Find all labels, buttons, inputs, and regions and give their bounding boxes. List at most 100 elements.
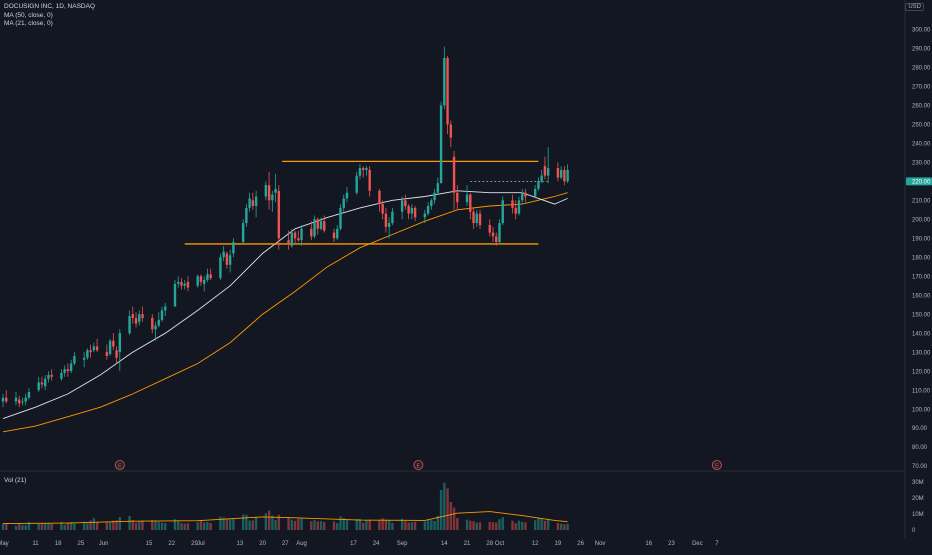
level-lines <box>184 160 549 245</box>
volume-bar <box>559 523 563 530</box>
price-axis[interactable]: 70.00 80.00 90.00 100.00 110.00 120.00 130.00 1… <box>906 28 932 471</box>
candle-body <box>319 221 323 229</box>
candle-body <box>501 200 504 224</box>
candle-body <box>358 168 362 176</box>
candle-body <box>18 399 21 404</box>
volume-bar <box>154 520 157 530</box>
candle-body <box>82 357 86 360</box>
volume-bar <box>118 517 122 530</box>
candle-body <box>241 223 245 243</box>
volume-bar <box>511 520 514 530</box>
volume-bar <box>141 520 144 530</box>
candle-body <box>177 281 180 284</box>
candle-body <box>495 236 498 243</box>
candle-body <box>271 194 274 201</box>
time-tick-label: 28 <box>486 541 493 547</box>
volume-bar <box>387 520 391 530</box>
volume-bar <box>540 518 543 530</box>
candle-body <box>456 192 459 203</box>
candle-body <box>267 185 271 201</box>
time-tick-label: 25 <box>78 541 85 547</box>
price-tick-label: 260.00 <box>912 104 931 110</box>
volume-bar <box>300 518 303 530</box>
currency-badge[interactable]: USD <box>905 3 924 11</box>
time-tick-label: 22 <box>168 541 175 547</box>
candle-body <box>452 156 456 193</box>
time-tick-label: Oct <box>495 541 505 547</box>
earnings-label: E <box>715 463 719 469</box>
candle-body <box>1 397 5 402</box>
candle-body <box>410 207 414 214</box>
time-tick-label: Aug <box>296 541 307 547</box>
volume-bar <box>342 518 345 530</box>
volume-bar <box>407 522 410 530</box>
volume-bar <box>66 522 70 530</box>
candle-body <box>196 276 199 286</box>
time-tick-label: Jun <box>99 541 109 547</box>
volume-bar <box>47 523 50 530</box>
volume-bar <box>219 516 222 530</box>
volume-bar <box>202 522 206 530</box>
volume-bar <box>271 515 274 530</box>
current-price-label: 220.00 <box>912 180 931 186</box>
candle-body <box>387 223 391 227</box>
symbol-title[interactable]: DOCUSIGN INC, 1D, NASDAQ <box>4 3 96 10</box>
time-tick-label: Dec <box>692 541 703 547</box>
volume-bar <box>452 507 456 530</box>
volume-bar <box>180 523 183 530</box>
ma21-legend[interactable]: MA (21, close, 0) <box>4 20 53 27</box>
candle-body <box>300 228 303 241</box>
volume-bar <box>293 520 297 530</box>
volume-bar <box>112 520 115 530</box>
volume-bar <box>50 523 53 530</box>
volume-bar <box>368 519 371 530</box>
volume-bar <box>40 523 44 530</box>
volume-bar <box>89 520 92 530</box>
volume-tick-label: 10M <box>912 512 924 518</box>
price-tick-label: 180.00 <box>912 255 931 261</box>
volume-axis: 0 10M 20M 30M <box>912 480 924 534</box>
candle-body <box>313 219 316 237</box>
time-tick-label: Sep <box>397 541 408 547</box>
volume-bar <box>138 521 141 530</box>
volume-bar <box>524 522 527 530</box>
candle-body <box>339 207 342 229</box>
candle-body <box>472 211 475 224</box>
volume-bar <box>533 520 537 530</box>
volume-tick-label: 0 <box>912 528 916 534</box>
price-tick-label: 170.00 <box>912 274 931 280</box>
time-tick-label: 11 <box>32 541 39 547</box>
time-tick-label: 17 <box>350 541 357 547</box>
chart-legend[interactable]: DOCUSIGN INC, 1D, NASDAQ MA (50, close, … <box>4 3 95 29</box>
candle-body <box>24 397 27 402</box>
candle-body <box>209 274 212 279</box>
volume-bar <box>449 502 453 530</box>
candle-body <box>27 391 31 398</box>
volume-tick-label: 30M <box>912 480 924 486</box>
candle-body <box>287 240 290 244</box>
volume-bar <box>472 521 475 530</box>
candle-body <box>478 213 482 225</box>
earnings-label: E <box>417 463 421 469</box>
ma50-legend[interactable]: MA (50, close, 0) <box>4 11 53 19</box>
volume-bar <box>131 520 134 530</box>
volume-bar <box>95 521 99 530</box>
earnings-marker <box>712 460 722 470</box>
time-tick-label: 24 <box>373 541 380 547</box>
volume-layer <box>1 482 569 530</box>
candle-body <box>264 185 268 197</box>
volume-legend[interactable]: Vol (21) <box>4 477 27 484</box>
candle-body <box>202 280 206 284</box>
volume-bar <box>86 523 89 530</box>
gridlines <box>0 0 906 538</box>
time-tick-label: 27 <box>282 541 289 547</box>
volume-bar <box>556 522 560 530</box>
volume-bar <box>475 522 478 530</box>
candle-body <box>475 213 478 224</box>
candle-body <box>404 200 407 206</box>
candle-body <box>290 232 294 246</box>
candle-body <box>566 169 569 182</box>
